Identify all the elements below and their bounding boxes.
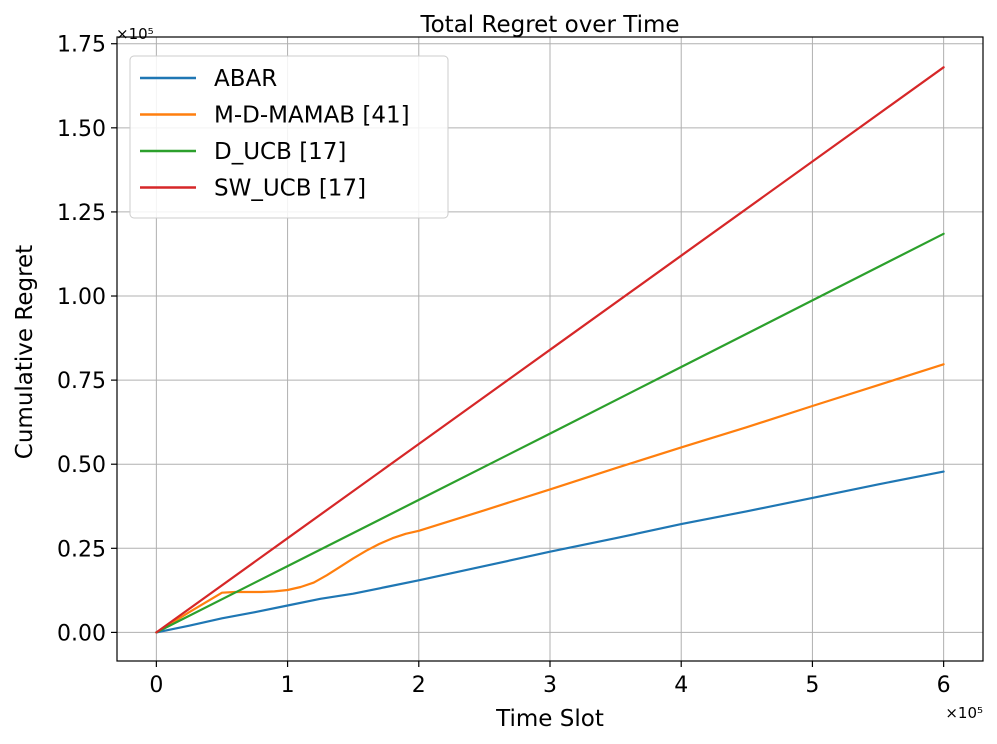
y-tick-label: 0.50 [57, 453, 106, 478]
y-offset-label: ×10⁵ [116, 25, 154, 43]
series-line-abar [155, 470, 945, 634]
x-offset-label: ×10⁵ [945, 704, 983, 722]
series-line-m-d-mamab-41 [155, 363, 945, 634]
x-axis: 0 1 2 3 4 5 6 [149, 661, 951, 698]
legend-label-abar: ABAR [214, 66, 277, 92]
x-axis-label: Time Slot [495, 706, 604, 732]
y-axis-label: Cumulative Regret [12, 245, 38, 459]
x-tick-label: 3 [543, 673, 557, 698]
x-tick-label: 4 [674, 673, 688, 698]
legend-label-d-ucb-17: D_UCB [17] [214, 139, 346, 165]
y-axis: 0.00 0.25 0.50 0.75 1.00 1.25 1.50 1.75 [57, 33, 117, 646]
y-tick-label: 0.25 [57, 537, 106, 562]
x-tick-label: 1 [281, 673, 295, 698]
x-tick-label: 0 [149, 673, 163, 698]
y-tick-label: 0.75 [57, 369, 106, 394]
y-tick-label: 1.75 [57, 33, 106, 58]
y-tick-label: 1.50 [57, 117, 106, 142]
legend-label-sw-ucb-17: SW_UCB [17] [214, 176, 366, 202]
x-tick-label: 2 [412, 673, 426, 698]
series-layer [155, 66, 945, 634]
y-tick-label: 1.25 [57, 201, 106, 226]
series-line-sw-ucb-17 [155, 66, 945, 634]
legend-box [129, 55, 449, 219]
legend: ABAR M-D-MAMAB [41] D_UCB [17] SW_UCB [17] [129, 55, 449, 219]
series-line-d-ucb-17 [155, 232, 945, 634]
grid [117, 37, 983, 661]
legend-label-m-d-mamab-41: M-D-MAMAB [41] [214, 103, 410, 129]
chart-title: Total Regret over Time [419, 12, 679, 38]
y-tick-label: 1.00 [57, 285, 106, 310]
x-tick-label: 5 [805, 673, 819, 698]
y-tick-label: 0.00 [57, 621, 106, 646]
x-tick-label: 6 [937, 673, 951, 698]
